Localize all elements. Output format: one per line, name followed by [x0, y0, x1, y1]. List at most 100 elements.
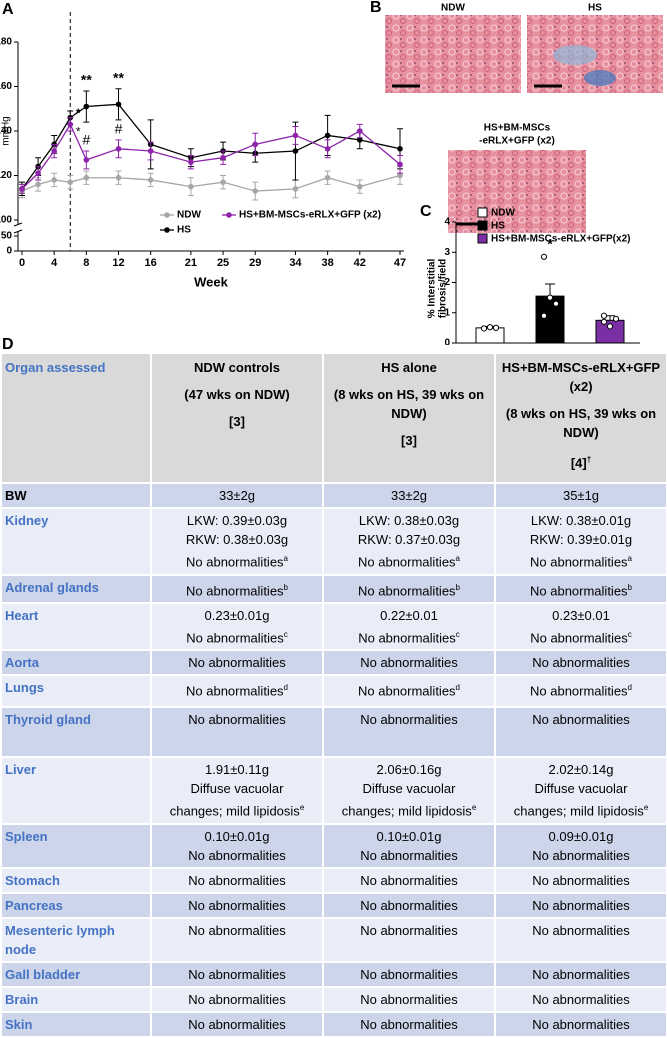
- data-point: [540, 253, 548, 260]
- table-cell: 0.23±0.01 No abnormalitiesc: [496, 603, 666, 650]
- cell-line: No abnormalitiesd: [327, 678, 491, 700]
- legend-label: HS: [177, 225, 191, 236]
- table-row: Liver 1.91±0.11g Diffuse vacuolar changes; …: [2, 758, 666, 823]
- table-cell: No abnormalities: [152, 651, 322, 675]
- x-tick-label: 34: [289, 257, 302, 269]
- cell-text: Diffuse vacuolar: [534, 781, 628, 797]
- organ-name: Spleen: [2, 824, 150, 867]
- legend-label: HS: [491, 221, 505, 232]
- cell-line: LKW: 0.38±0.03g: [327, 511, 491, 530]
- cell-line: No abnormalities: [155, 871, 319, 890]
- data-point: [292, 132, 299, 139]
- cell-line: No abnormalities: [155, 846, 319, 865]
- cell-line: No abnormalities: [327, 921, 491, 940]
- cell-line: No abnormalitiesc: [327, 625, 491, 647]
- data-point: [252, 141, 259, 148]
- cell-line: RKW: 0.38±0.03g: [155, 530, 319, 549]
- cell-text: No abnormalities: [186, 554, 284, 570]
- table-row: Stomach No abnormalities No abnormalities N…: [2, 868, 666, 892]
- footnote-mark: a: [455, 554, 460, 564]
- data-point: [397, 146, 403, 152]
- data-point: [292, 148, 299, 154]
- image-caption: HS+BM-MSCs: [484, 123, 551, 134]
- panel-label: B: [370, 0, 382, 16]
- cell-line: No abnormalities: [327, 896, 491, 915]
- cell-text: (8 wks on HS, 39 wks on NDW): [333, 387, 485, 421]
- data-point: [67, 179, 74, 185]
- table-container: Organ assessed NDW controls (47 wks on NDW…: [0, 352, 666, 1038]
- data-point: [552, 300, 560, 307]
- cell-line: 35±1g: [499, 486, 663, 505]
- table-cell: 35±1g: [496, 484, 666, 508]
- cell-line: No abnormalitiesa: [499, 549, 663, 571]
- cell-line: No abnormalitiesb: [155, 578, 319, 600]
- bar: [535, 295, 565, 344]
- cell-text: No abnormalities: [532, 1016, 630, 1032]
- cell-line: 2.02±0.14g: [499, 760, 663, 779]
- image-caption: HS: [588, 3, 602, 14]
- cell-line: No abnormalitiesc: [499, 625, 663, 647]
- table-cell: No abnormalities: [496, 651, 666, 675]
- data-point: [83, 174, 90, 181]
- footnote-mark: a: [627, 554, 632, 564]
- cell-text: No abnormalities: [532, 922, 630, 938]
- table-row: Adrenal glands No abnormalitiesb No abnorm…: [2, 575, 666, 602]
- cell-text: 2.06±0.16g: [376, 762, 442, 778]
- cell-line: changes; mild lipidosise: [327, 798, 491, 820]
- cell-line: No abnormalities: [327, 846, 491, 865]
- header-cell: NDW controls (47 wks on NDW) [3]: [152, 354, 322, 483]
- fibrosis-stain: [584, 70, 616, 86]
- data-point: [356, 128, 363, 134]
- cell-line: Diffuse vacuolar: [499, 779, 663, 798]
- annotation: *: [76, 124, 81, 138]
- cell-line: RKW: 0.37±0.03g: [327, 530, 491, 549]
- table-cell: No abnormalities: [152, 962, 322, 986]
- cell-line: changes; mild lipidosise: [155, 798, 319, 820]
- cell-text: No abnormalities: [188, 1016, 286, 1032]
- cell-text: LKW: 0.39±0.03g: [186, 513, 288, 529]
- table-row: Mesenteric lymph node No abnormalities No …: [2, 918, 666, 961]
- table-cell: 2.06±0.16g Diffuse vacuolar changes; mild …: [324, 758, 494, 823]
- data-point: [51, 148, 57, 154]
- table-cell: No abnormalities: [496, 868, 666, 892]
- header-cell: Organ assessed: [2, 354, 150, 483]
- organ-name: Liver: [2, 758, 150, 823]
- cell-line: 0.23±0.01g: [155, 606, 319, 625]
- data-point: [252, 188, 259, 194]
- cell-line: No abnormalities: [327, 710, 491, 729]
- cell-line: Diffuse vacuolar: [155, 779, 319, 798]
- table-cell: No abnormalities: [324, 868, 494, 892]
- cell-text: No abnormalities: [188, 922, 286, 938]
- annotation: *: [76, 106, 81, 120]
- cell-line: No abnormalitiesa: [155, 549, 319, 571]
- data-point: [324, 146, 331, 152]
- cell-line: [4]†: [499, 450, 663, 472]
- table-cell: No abnormalities: [152, 918, 322, 961]
- cell-line: No abnormalitiesd: [499, 678, 663, 700]
- cell-text: No abnormalities: [186, 630, 284, 646]
- cell-text: (47 wks on NDW): [184, 387, 290, 402]
- cell-text: No abnormalities: [532, 847, 630, 863]
- data-point: [83, 157, 90, 163]
- footnote-mark: b: [283, 582, 288, 592]
- cell-line: No abnormalities: [499, 710, 663, 729]
- cell-line: No abnormalities: [155, 710, 319, 729]
- data-point: [600, 312, 608, 319]
- legend-marker: [226, 212, 232, 218]
- cell-text: RKW: 0.37±0.03g: [357, 532, 461, 548]
- cell-text: No abnormalities: [360, 655, 458, 671]
- table-cell: No abnormalities: [496, 987, 666, 1011]
- data-point: [188, 183, 194, 190]
- table-cell: No abnormalities: [152, 987, 322, 1011]
- organ-name: Lungs: [2, 676, 150, 707]
- cell-line: No abnormalities: [155, 921, 319, 940]
- cell-text: 33±2g: [218, 488, 256, 504]
- cell-text: No abnormalities: [530, 683, 628, 699]
- organ-name: Kidney: [2, 509, 150, 574]
- cell-line: No abnormalitiesb: [499, 578, 663, 600]
- table-cell: No abnormalitiesd: [324, 676, 494, 707]
- cell-text: No abnormalities: [360, 712, 458, 728]
- cell-line: Diffuse vacuolar: [327, 779, 491, 798]
- histology-image: [448, 150, 586, 233]
- error-bar: [545, 283, 555, 297]
